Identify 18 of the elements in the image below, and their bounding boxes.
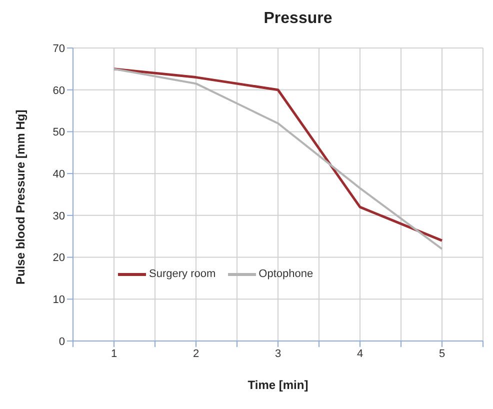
y-tick-label: 60 bbox=[52, 84, 65, 97]
legend-label: Surgery room bbox=[148, 268, 216, 280]
y-tick-label: 30 bbox=[52, 210, 65, 222]
x-tick-label: 2 bbox=[192, 348, 200, 360]
y-tick-label: 40 bbox=[52, 168, 65, 180]
y-tick-label: 50 bbox=[52, 126, 65, 139]
y-tick-label: 10 bbox=[52, 294, 65, 306]
y-tick-label: 20 bbox=[52, 252, 65, 264]
chart-title: Pressure bbox=[262, 10, 334, 28]
y-tick-label: 0 bbox=[58, 336, 65, 348]
x-tick-label: 3 bbox=[274, 348, 282, 360]
y-axis-title: Pulse blood Pressure [mm Hg] bbox=[13, 110, 28, 284]
x-tick-label: 1 bbox=[110, 348, 118, 360]
x-tick-label: 5 bbox=[438, 348, 446, 360]
x-axis-title: Time [min] bbox=[248, 378, 308, 392]
legend-label: Optophone bbox=[258, 268, 314, 280]
x-tick-label: 4 bbox=[356, 348, 364, 360]
y-tick-label: 70 bbox=[52, 42, 65, 55]
